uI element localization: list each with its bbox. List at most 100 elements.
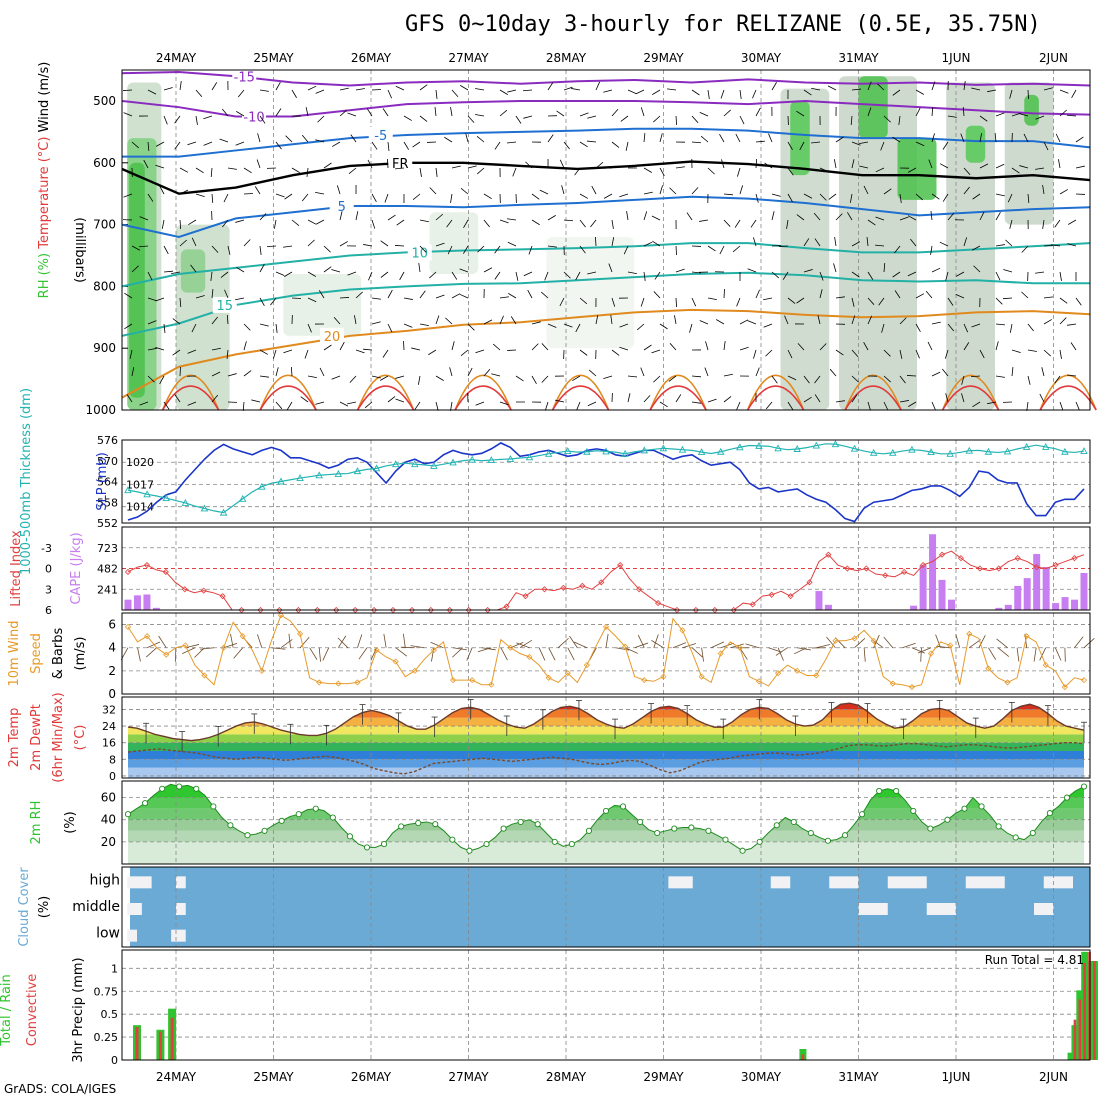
wind-barb xyxy=(1043,296,1053,299)
wind-barb xyxy=(587,115,597,119)
wind-barb xyxy=(158,635,167,648)
rh-marker xyxy=(432,821,439,828)
wind-barb xyxy=(300,396,309,403)
thickness-marker xyxy=(965,446,974,454)
wind-barb xyxy=(590,219,597,228)
rh-marker xyxy=(312,805,319,812)
wind-barb xyxy=(899,400,909,403)
wind-barb xyxy=(291,89,297,98)
wind-barb xyxy=(915,89,925,95)
rh-marker xyxy=(193,785,200,792)
wind-barb xyxy=(962,106,965,117)
wind-barb xyxy=(307,297,317,303)
wind-barb xyxy=(1075,165,1085,169)
rh-marker xyxy=(1029,829,1036,837)
cloud-cover-gap xyxy=(668,876,693,889)
wind-barb xyxy=(595,236,597,247)
temp-color-band xyxy=(128,734,1084,743)
temp-color-band xyxy=(128,709,1084,718)
wind-speed-marker xyxy=(373,646,380,654)
wind-barb xyxy=(1035,115,1045,120)
wind-barb xyxy=(555,399,565,403)
wind-barb xyxy=(747,268,757,273)
cape-tick-label: 241 xyxy=(97,583,118,596)
rh-marker xyxy=(790,818,797,825)
wind-barb xyxy=(627,271,637,275)
wind-barb xyxy=(603,193,613,199)
wind-barb xyxy=(179,167,189,173)
rh-color-band xyxy=(128,808,1084,820)
wind-barb xyxy=(145,647,157,658)
rh-marker xyxy=(654,829,661,837)
wind-barb xyxy=(147,271,153,281)
rh-marker xyxy=(517,818,524,825)
wind-barb xyxy=(139,216,149,221)
wind-barb xyxy=(1041,367,1045,377)
wind-barb xyxy=(348,167,357,174)
wind-barb xyxy=(603,89,613,93)
wind-barb xyxy=(739,89,742,99)
wind-barb xyxy=(653,115,661,123)
wind-barb xyxy=(195,89,203,98)
rh-marker xyxy=(466,847,473,854)
slp-ylabel: SLP (mb) xyxy=(95,452,110,511)
thickness-marker xyxy=(296,474,304,481)
thickness-marker xyxy=(889,448,897,456)
thickness-marker xyxy=(1022,442,1031,450)
thickness-marker xyxy=(621,449,629,457)
wind-barb xyxy=(179,189,189,195)
wind-barb xyxy=(651,349,661,354)
wind-barb xyxy=(475,114,485,117)
wind-barb xyxy=(880,141,885,151)
lifted-index-marker xyxy=(617,561,624,569)
wind-barb xyxy=(771,271,780,279)
thickness-marker xyxy=(277,477,285,485)
wind-barb xyxy=(222,219,229,228)
rh-tick-label: 40 xyxy=(101,813,116,827)
wind-barb xyxy=(396,219,405,226)
wind-barb xyxy=(1021,291,1029,299)
wind-barb xyxy=(1042,219,1045,229)
wind-barb xyxy=(707,297,717,301)
wind-barb xyxy=(363,348,373,351)
wind-barb xyxy=(522,89,533,92)
wind-barb xyxy=(784,315,789,325)
wind-barb xyxy=(211,316,218,325)
wind-barb xyxy=(171,271,181,275)
wind-barb xyxy=(988,647,997,660)
precip-tick-label: 0.75 xyxy=(94,985,119,998)
slp-line xyxy=(127,442,1085,523)
wind-barb xyxy=(163,401,170,410)
wind-barb xyxy=(765,401,773,410)
wind-barb xyxy=(227,373,237,377)
wind-barb xyxy=(211,193,214,204)
wind-barb xyxy=(736,297,741,307)
wind-barb xyxy=(691,187,699,195)
lifted-index-marker xyxy=(844,565,851,572)
wind-barb xyxy=(915,323,921,333)
thickness-marker xyxy=(430,461,438,469)
wind-barb xyxy=(611,297,616,307)
rh-color-band xyxy=(128,784,1084,798)
rh-marker xyxy=(176,783,183,790)
wind-barb xyxy=(299,636,310,648)
cape-bar xyxy=(1042,566,1050,610)
wind-barb xyxy=(395,647,408,657)
isotherm-arch xyxy=(356,374,415,411)
precip-conv-bar xyxy=(1078,999,1082,1060)
wind-barb xyxy=(147,297,157,302)
wind-barb xyxy=(494,141,501,150)
wind-barb xyxy=(883,188,892,195)
thickness-marker xyxy=(143,490,151,498)
wind-barb xyxy=(459,268,469,273)
wind-barb xyxy=(675,297,677,308)
wind-barb xyxy=(548,647,556,661)
cape-frame xyxy=(121,526,1091,611)
wind-barb xyxy=(995,271,1001,281)
wind-barb xyxy=(643,191,653,195)
wind-barb xyxy=(653,634,659,648)
wind-barb xyxy=(182,647,196,655)
wind-barb xyxy=(1027,375,1031,385)
wind-barb xyxy=(211,289,214,299)
wind-barb xyxy=(243,167,252,174)
